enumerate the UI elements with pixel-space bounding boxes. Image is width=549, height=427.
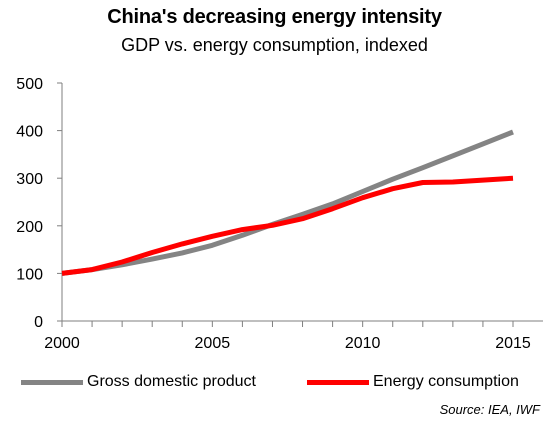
legend-label-gdp: Gross domestic product	[87, 373, 256, 390]
legend-label-energy: Energy consumption	[373, 373, 519, 390]
legend-swatch-energy	[307, 379, 369, 385]
x-tick-label: 2005	[195, 335, 231, 352]
gdp-line	[61, 129, 514, 276]
y-tick-label: 300	[16, 171, 43, 188]
y-tick-label: 100	[16, 266, 43, 283]
legend-item-gdp: Gross domestic product	[21, 373, 256, 391]
source-note: Source: IEA, IWF	[439, 402, 540, 417]
y-axis: 0 100 200 300 400 500	[16, 76, 63, 331]
x-tick-label: 2015	[495, 335, 531, 352]
energy-line	[61, 175, 514, 276]
y-tick-label: 400	[16, 124, 43, 141]
legend-swatch-gdp	[21, 379, 83, 385]
legend-item-energy: Energy consumption	[307, 373, 519, 391]
chart-title: China's decreasing energy intensity	[107, 6, 442, 28]
x-tick-label: 2010	[345, 335, 381, 352]
legend: Gross domestic product Energy consumptio…	[0, 373, 549, 395]
y-tick-label: 0	[34, 314, 43, 331]
y-tick-label: 500	[16, 76, 43, 93]
x-axis: 2000 2005 2010 2015	[44, 320, 543, 352]
x-tick-label: 2000	[44, 335, 80, 352]
chart-subtitle: GDP vs. energy consumption, indexed	[121, 35, 428, 55]
y-tick-label: 200	[16, 219, 43, 236]
series-lines	[61, 129, 514, 276]
